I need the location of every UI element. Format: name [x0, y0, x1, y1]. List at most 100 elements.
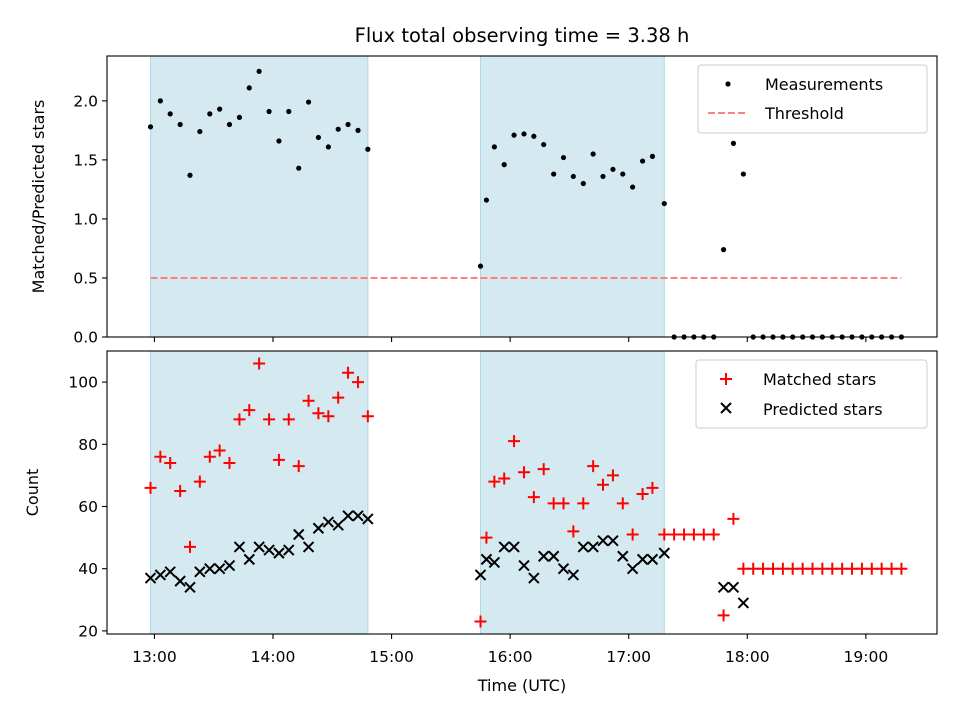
matched-star-point — [174, 484, 187, 497]
panel-counts: 20 40 60 80 100 13:00 14:00 15:00 16:00 17:00 18:… — [23, 350, 938, 695]
matched-star-point — [292, 460, 305, 473]
measurement-point — [296, 165, 302, 171]
x-tick-label: 19:00 — [844, 648, 889, 666]
predicted-star-point — [273, 547, 285, 559]
predicted-star-point — [293, 528, 305, 541]
predicted-star-point — [480, 553, 493, 566]
matched-star-point — [154, 450, 167, 463]
matched-star-point — [707, 528, 720, 541]
legend-box — [697, 64, 928, 134]
predicted-star-point — [223, 559, 236, 572]
predicted-star-point — [253, 541, 265, 553]
measurement-point — [630, 184, 636, 190]
predicted-star-point — [636, 553, 649, 566]
x-tick-label: 17:00 — [606, 648, 651, 666]
predicted-star-point — [537, 550, 550, 562]
matched-star-point — [352, 376, 365, 389]
matched-star-point — [213, 444, 226, 457]
matched-star-point — [302, 394, 315, 407]
matched-star-point — [203, 450, 216, 463]
legend-marker-x — [720, 402, 732, 414]
predicted-star-point — [737, 597, 750, 609]
matched-star-point — [557, 497, 570, 510]
legend: Measurements Threshold — [697, 64, 928, 134]
measurement-point — [649, 153, 656, 159]
matched-star-point — [184, 540, 196, 553]
measurement-point — [355, 127, 361, 133]
measurement-point — [335, 126, 341, 132]
predicted-star-point — [626, 562, 639, 575]
matched-star-point — [474, 615, 487, 628]
x-axis: 13:00 14:00 15:00 16:00 17:00 18:00 19:00 — [132, 634, 888, 666]
predicted-star-point — [144, 572, 157, 584]
measurement-point — [365, 146, 371, 152]
series-layer — [144, 357, 908, 628]
x-tick-label: 14:00 — [251, 648, 296, 666]
measurement-point — [740, 171, 746, 177]
predicted-star-point — [587, 541, 599, 553]
predicted-star-point — [174, 575, 186, 587]
matched-star-point — [606, 469, 619, 482]
predicted-star-point — [154, 569, 167, 581]
y-axis: 20 40 60 80 100 — [68, 374, 107, 640]
predicted-star-point — [332, 519, 344, 531]
matched-star-point — [193, 475, 206, 488]
measurement-point — [521, 131, 527, 137]
matched-star-point — [332, 391, 345, 404]
predicted-star-point — [547, 550, 560, 562]
matched-star-point — [508, 435, 521, 448]
measurement-point — [276, 138, 282, 144]
measurement-point — [590, 151, 596, 157]
predicted-star-point — [717, 581, 730, 594]
x-tick-label: 13:00 — [132, 648, 177, 666]
predicted-star-point — [213, 562, 226, 575]
legend-label: Measurements — [765, 75, 883, 94]
predicted-star-point — [727, 581, 740, 594]
x-tick-label: 16:00 — [488, 648, 533, 666]
y-tick-label: 100 — [68, 374, 98, 392]
predicted-star-point — [204, 562, 216, 575]
matched-star-point — [717, 609, 730, 622]
y-tick-label: 40 — [78, 560, 98, 578]
measurement-point — [236, 114, 243, 120]
panel-ratio: 0.00.51.01.52.0 Matched/Predicted stars … — [29, 55, 938, 347]
plot-frame — [106, 55, 938, 338]
measurement-point — [483, 197, 490, 203]
y-tick-label: 60 — [78, 498, 98, 516]
predicted-star-point — [646, 553, 659, 566]
predicted-star-point — [164, 566, 176, 578]
predicted-star-point — [474, 569, 487, 581]
y-axis-label: Count — [23, 469, 42, 517]
y-axis-label: Matched/Predicted stars — [29, 100, 48, 294]
chart-title: Flux total observing time = 3.38 h — [355, 24, 690, 47]
measurement-point — [551, 171, 557, 177]
predicted-star-point — [488, 556, 501, 569]
matched-star-point — [223, 456, 236, 469]
series-layer — [147, 68, 905, 340]
matched-star-point — [144, 481, 157, 494]
matched-star-point — [567, 525, 580, 538]
legend-label: Threshold — [764, 104, 844, 123]
observing-windows — [150, 55, 665, 338]
observing-window-band — [150, 350, 369, 635]
measurement-point — [187, 172, 193, 178]
measurement-point — [256, 68, 262, 74]
matched-star-point — [480, 531, 493, 544]
measurement-point — [720, 247, 727, 253]
legend-marker-dot — [725, 81, 731, 87]
x-axis-label: Time (UTC) — [477, 676, 566, 695]
predicted-star-point — [528, 572, 540, 584]
legend-marker-plus — [720, 373, 732, 385]
matched-star-point — [272, 453, 285, 466]
predicted-star-point — [302, 541, 315, 553]
measurement-point — [491, 144, 497, 150]
x-tick-label: 18:00 — [725, 648, 770, 666]
observing-windows — [150, 350, 665, 635]
measurement-point — [610, 166, 616, 172]
predicted-star-point — [658, 547, 670, 559]
measurement-point — [305, 99, 312, 105]
matched-star-point — [626, 528, 639, 541]
predicted-star-point — [283, 544, 295, 556]
matched-star-point — [636, 488, 649, 501]
